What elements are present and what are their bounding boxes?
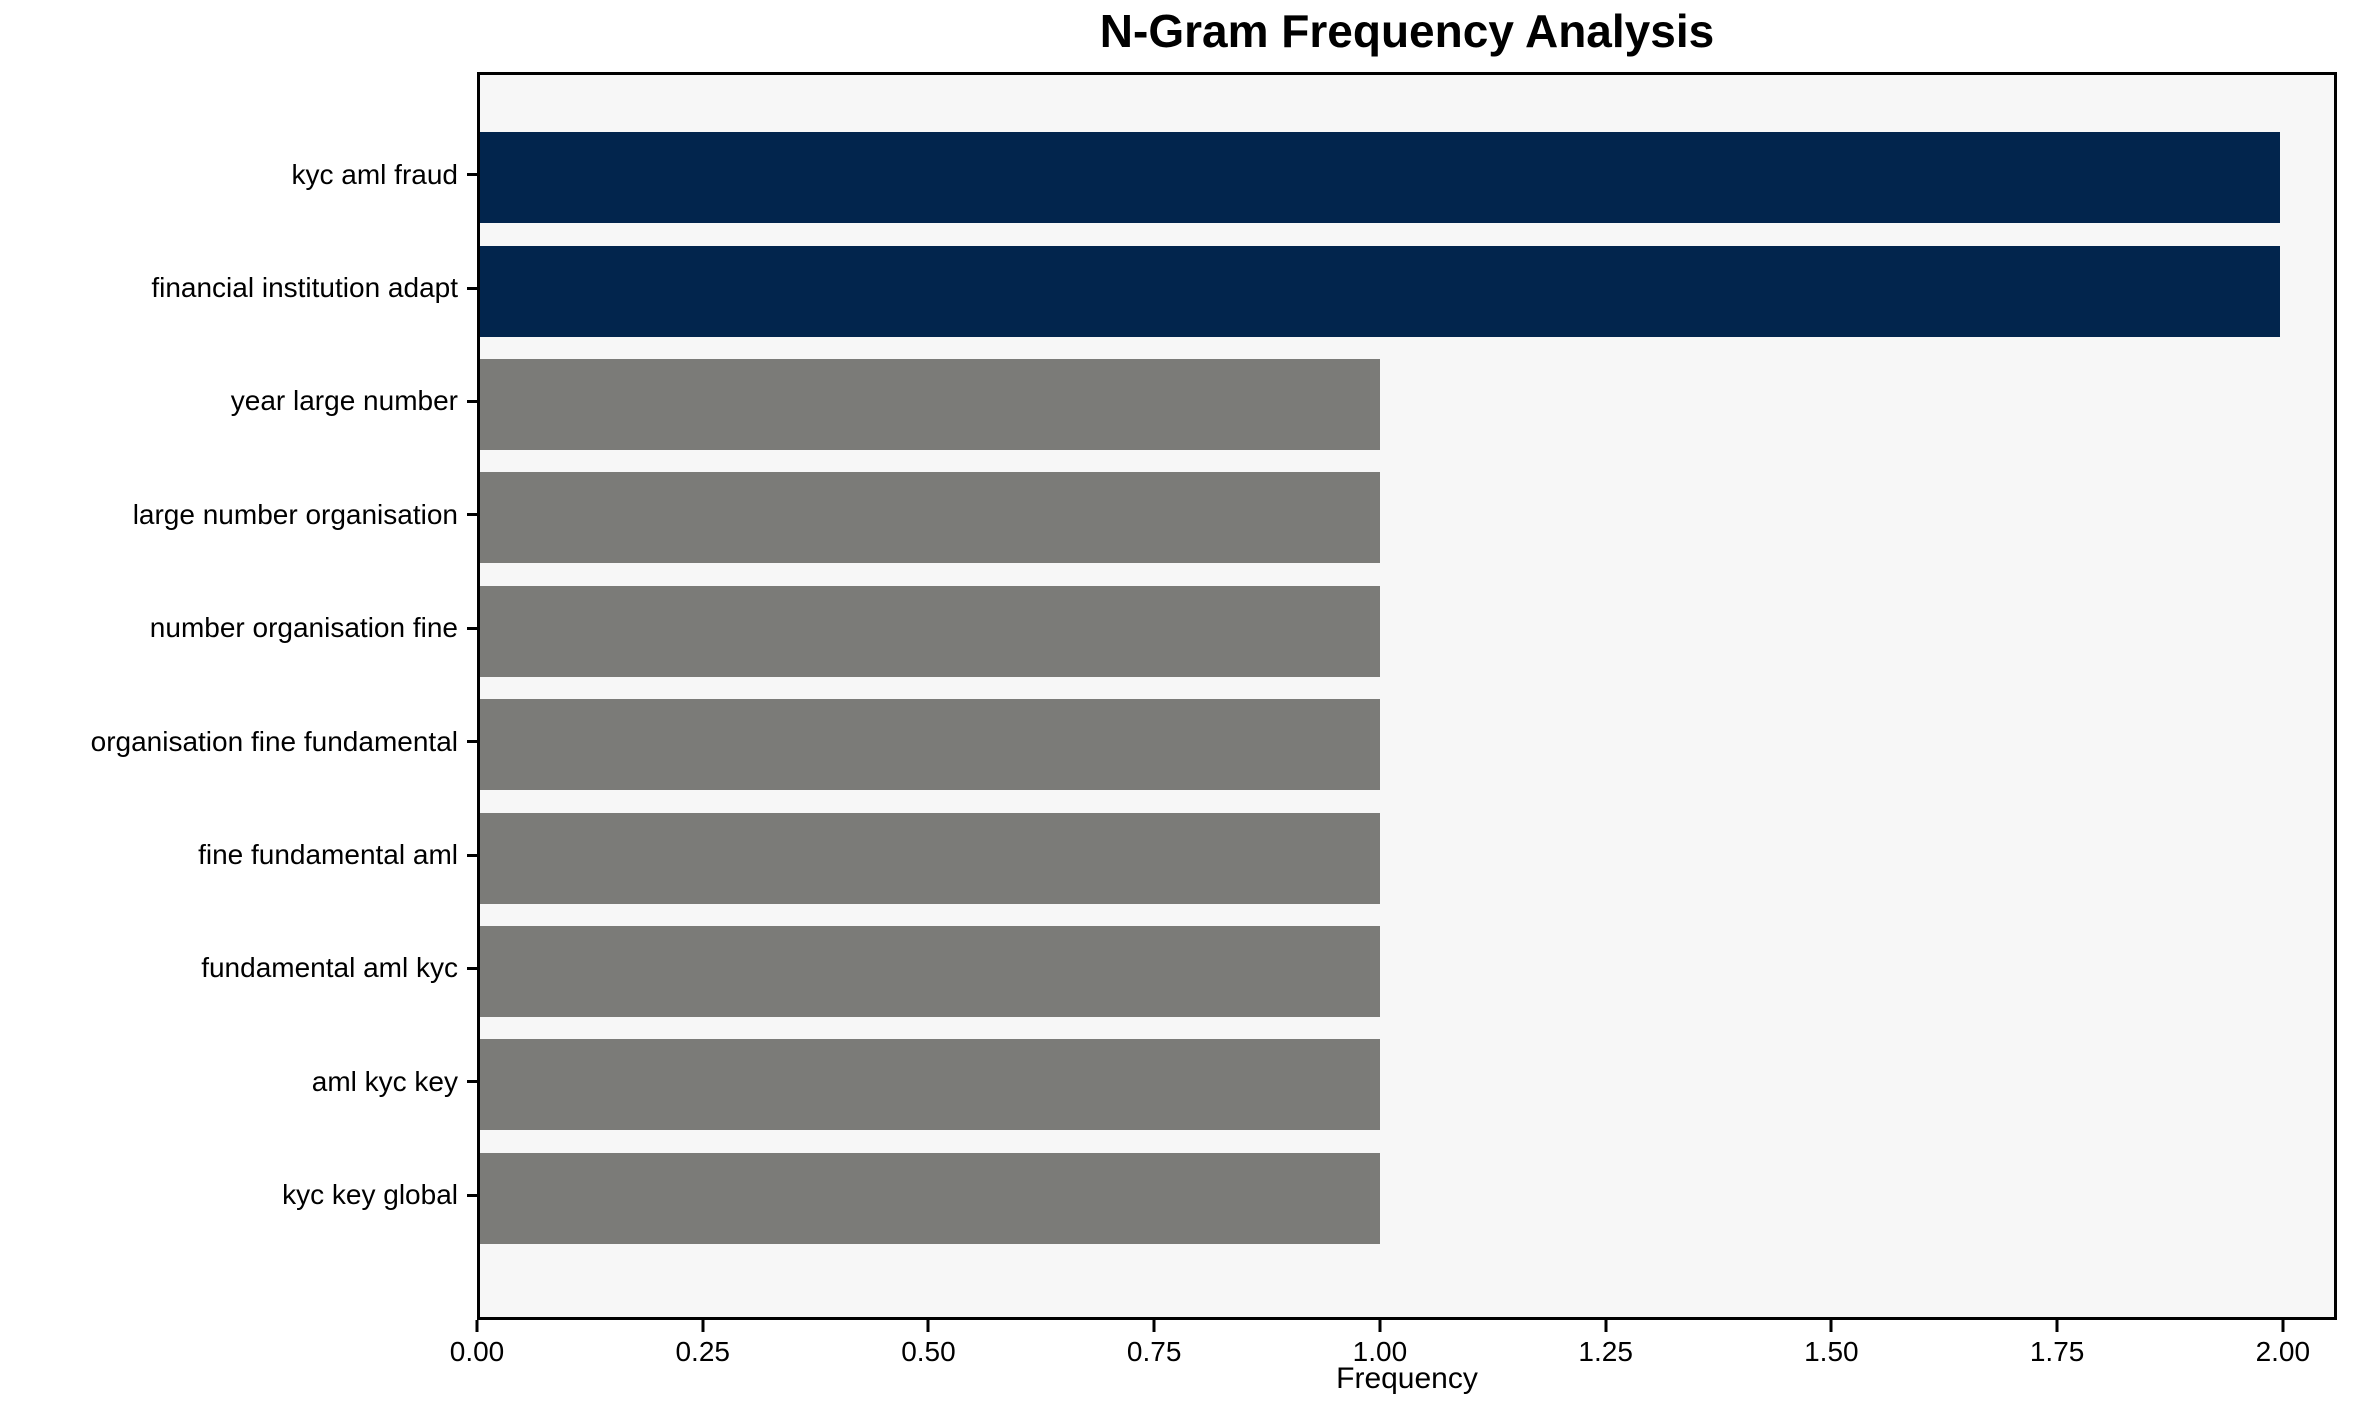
bar-row <box>480 1028 2334 1141</box>
y-tick-mark <box>467 399 477 403</box>
y-tick-label: year large number <box>230 385 458 417</box>
bar-row <box>480 915 2334 1028</box>
x-axis-title: Frequency <box>1336 1362 1478 1395</box>
bar-row <box>480 234 2334 347</box>
y-label-row: large number organisation <box>0 458 477 571</box>
y-tick-label: large number organisation <box>132 498 458 530</box>
bar <box>480 472 1380 564</box>
y-tick-label: kyc aml fraud <box>291 158 459 190</box>
y-tick-mark <box>467 740 477 744</box>
y-tick-mark <box>467 966 477 970</box>
y-label-row: financial institution adapt <box>0 231 477 344</box>
x-tick-mark <box>1604 1320 1608 1332</box>
x-tick-label: 0.00 <box>449 1336 505 1367</box>
y-tick-label: financial institution adapt <box>151 272 458 304</box>
y-label-row: aml kyc key <box>0 1025 477 1138</box>
x-tick-label: 1.75 <box>2029 1336 2085 1367</box>
y-tick-mark <box>467 1193 477 1197</box>
x-tick-label: 1.25 <box>1578 1336 1633 1367</box>
bar <box>480 358 1380 450</box>
y-tick-mark <box>467 1080 477 1084</box>
x-axis: 0.00 0.25 0.50 0.75 1.00 1.25 1.50 1.75 2.00 <box>450 1320 2337 1380</box>
bar-row <box>480 575 2334 688</box>
y-tick-mark <box>467 853 477 857</box>
y-tick-label: number organisation fine <box>149 612 458 644</box>
x-tick-label: 2.00 <box>2255 1336 2311 1367</box>
y-axis-labels: kyc aml fraud financial institution adapt… <box>0 72 477 1320</box>
x-tick-label: 1.00 <box>1352 1336 1408 1367</box>
bar <box>480 585 1380 677</box>
bar <box>480 132 2280 224</box>
y-tick-mark <box>467 286 477 290</box>
bar <box>480 699 1380 791</box>
x-tick-mark <box>1152 1320 1156 1332</box>
bar <box>480 1152 1380 1244</box>
plot-area <box>477 72 2337 1320</box>
bar-row <box>480 121 2334 234</box>
y-tick-label: kyc key global <box>282 1179 458 1211</box>
bar <box>480 925 1380 1017</box>
x-tick-label: 1.50 <box>1804 1336 1859 1367</box>
y-label-row: fine fundamental aml <box>0 798 477 911</box>
x-tick-mark <box>1829 1320 1833 1332</box>
y-tick-label: fundamental aml kyc <box>201 952 458 984</box>
bar-row <box>480 1142 2334 1255</box>
bar-row <box>480 461 2334 574</box>
y-label-row: kyc aml fraud <box>0 118 477 231</box>
x-tick-mark <box>2055 1320 2059 1332</box>
x-tick-mark <box>1378 1320 1382 1332</box>
y-label-row: organisation fine fundamental <box>0 685 477 798</box>
bars-layer <box>480 75 2334 1317</box>
bar-row <box>480 801 2334 914</box>
x-tick-mark <box>926 1320 930 1332</box>
y-tick-label: organisation fine fundamental <box>90 725 458 757</box>
x-tick-label: 0.50 <box>901 1336 956 1367</box>
x-tick-mark <box>2281 1320 2285 1332</box>
y-tick-label: fine fundamental aml <box>198 839 458 871</box>
y-tick-mark <box>467 173 477 177</box>
y-label-row: number organisation fine <box>0 572 477 685</box>
x-tick-mark <box>701 1320 705 1332</box>
y-label-row: year large number <box>0 345 477 458</box>
y-label-row: kyc key global <box>0 1139 477 1252</box>
y-label-row: fundamental aml kyc <box>0 912 477 1025</box>
x-tick-label: 0.75 <box>1126 1336 1182 1367</box>
bar <box>480 245 2280 337</box>
bar <box>480 1039 1380 1131</box>
chart-title: N-Gram Frequency Analysis <box>1099 5 1715 57</box>
x-tick-label: 0.25 <box>675 1336 730 1367</box>
y-tick-label: aml kyc key <box>311 1065 458 1097</box>
y-tick-mark <box>467 626 477 630</box>
y-tick-mark <box>467 513 477 517</box>
bar <box>480 812 1380 904</box>
x-tick-mark <box>475 1320 479 1332</box>
bar-row <box>480 688 2334 801</box>
bar-row <box>480 348 2334 461</box>
